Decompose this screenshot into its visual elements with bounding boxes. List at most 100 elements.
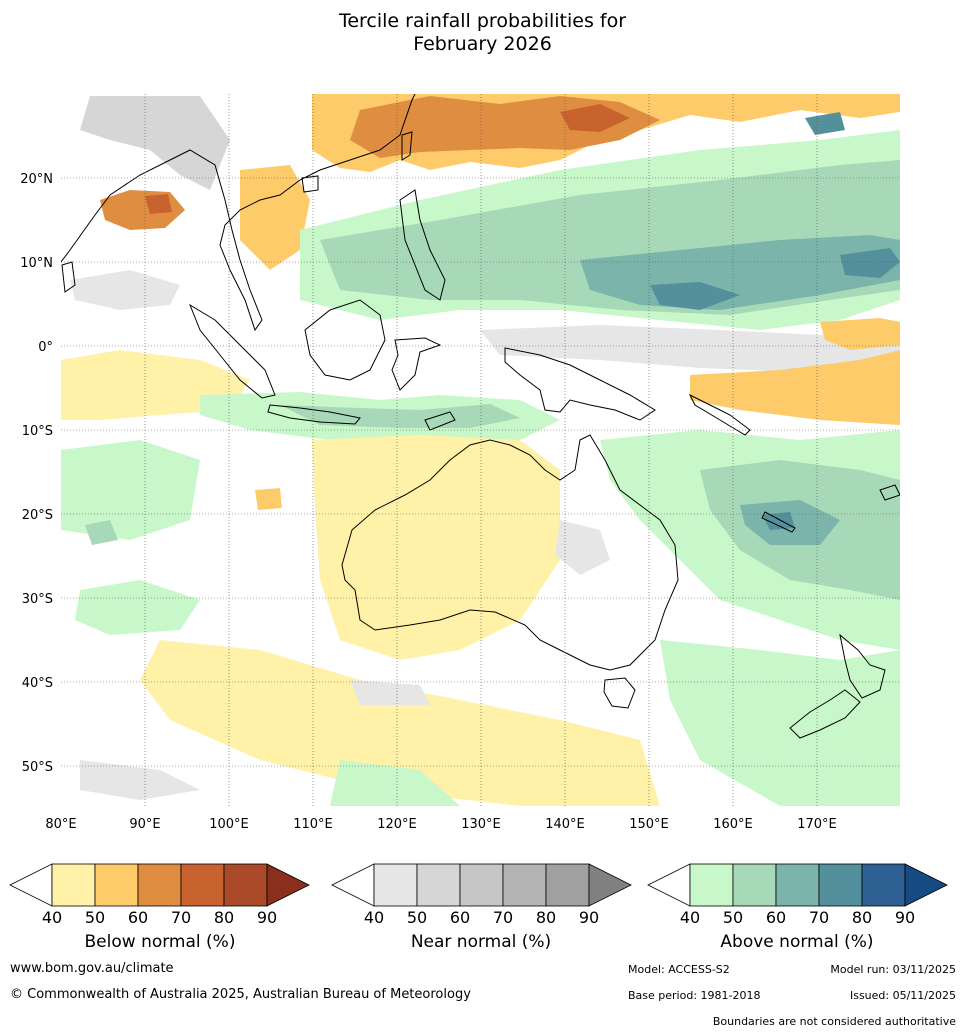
lon-tick-label: 140°E bbox=[545, 817, 585, 832]
near-normal-region-southern-ocean bbox=[350, 680, 430, 705]
below-normal-region-indochina bbox=[240, 165, 310, 270]
colorbar-cell bbox=[180, 863, 225, 907]
above-normal-region-nw-pacific-70 bbox=[650, 282, 740, 310]
colorbar-below-normal: 40 50 60 70 80 90 bbox=[9, 863, 310, 927]
colorbar-tick-label: 40 bbox=[364, 908, 384, 927]
colorbar-legends: 40 50 60 70 80 90 40 50 60 70 80 90 40 50 60 70 80 90 bbox=[9, 863, 948, 927]
footer-copyright: © Commonwealth of Australia 2025, Austra… bbox=[10, 987, 471, 1002]
lon-tick-label: 120°E bbox=[377, 817, 417, 832]
near-normal-region-himalaya bbox=[80, 96, 230, 190]
coastline-hainan bbox=[301, 175, 319, 193]
below-normal-region-australia-60 bbox=[255, 488, 282, 510]
above-normal-region-coral-sea-70 bbox=[762, 512, 795, 530]
colorbar-tick-label: 60 bbox=[450, 908, 470, 927]
colorbar-cell bbox=[545, 863, 590, 907]
footer-model-run: Model run: 03/11/2025 bbox=[830, 963, 956, 976]
above-normal-region-maritime-continent-50 bbox=[280, 404, 520, 428]
above-normal-region-tasman bbox=[660, 640, 900, 806]
lat-tick-label: 20°S bbox=[22, 508, 53, 523]
coastline-taiwan bbox=[401, 131, 413, 161]
colorbar-tick-label: 40 bbox=[42, 908, 62, 927]
above-normal-region-nw-pacific-70c bbox=[805, 112, 845, 135]
lon-tick-label: 90°E bbox=[129, 817, 160, 832]
lat-tick-label: 30°S bbox=[22, 592, 53, 607]
near-normal-region-bay-of-bengal bbox=[70, 270, 180, 310]
below-normal-region-india-strong bbox=[145, 194, 172, 214]
lon-tick-label: 130°E bbox=[461, 817, 501, 832]
coastline-sri-lanka bbox=[61, 261, 76, 293]
coastline-java bbox=[267, 404, 361, 425]
colorbar-tick-label: 40 bbox=[680, 908, 700, 927]
footer-model: Model: ACCESS-S2 bbox=[628, 963, 730, 976]
coastline-philippines bbox=[399, 189, 446, 301]
colorbar-cell bbox=[459, 863, 504, 907]
colorbar-tick-label: 60 bbox=[766, 908, 786, 927]
coastline-sumatra bbox=[188, 303, 276, 399]
legend-title-below-normal: Below normal (%) bbox=[84, 932, 236, 952]
colorbar-extend-high bbox=[266, 863, 310, 907]
lon-tick-label: 110°E bbox=[293, 817, 333, 832]
coastline-new-guinea bbox=[504, 347, 656, 421]
colorbar-extend-low bbox=[9, 863, 53, 907]
colorbar-cell bbox=[775, 863, 820, 907]
coastlines bbox=[61, 94, 900, 739]
coastline-fiji bbox=[879, 484, 900, 501]
legend-title-near-normal: Near normal (%) bbox=[410, 932, 552, 952]
above-normal-region-southern bbox=[330, 760, 460, 806]
colorbar-tick-label: 70 bbox=[171, 908, 191, 927]
colorbar-cell bbox=[137, 863, 182, 907]
colorbar-near-normal: 40 50 60 70 80 90 bbox=[331, 863, 632, 927]
coastline-new-caledonia bbox=[761, 511, 796, 533]
footer-base-period: Base period: 1981-2018 bbox=[628, 989, 761, 1002]
colorbar-tick-label: 60 bbox=[128, 908, 148, 927]
colorbar-tick-label: 50 bbox=[723, 908, 743, 927]
above-normal-region-indian-ocean-west bbox=[61, 440, 200, 540]
above-normal-region-nw-pacific-70b bbox=[840, 248, 900, 278]
coastline-solomons bbox=[688, 393, 751, 436]
colorbar-tick-label: 90 bbox=[895, 908, 915, 927]
latitude-axis: 20°N 10°N 0° 10°S 20°S 30°S 40°S 50°S bbox=[20, 172, 53, 775]
lat-tick-label: 0° bbox=[38, 340, 53, 355]
coastline-sulawesi bbox=[391, 337, 442, 391]
lat-tick-label: 40°S bbox=[22, 676, 53, 691]
coastline-tasmania bbox=[603, 677, 636, 709]
near-normal-region-australia-east bbox=[555, 520, 610, 575]
colorbar-tick-label: 70 bbox=[493, 908, 513, 927]
lon-tick-label: 170°E bbox=[797, 817, 837, 832]
coastline-new-zealand-north bbox=[839, 633, 886, 699]
colorbar-tick-label: 50 bbox=[85, 908, 105, 927]
lat-tick-label: 10°N bbox=[20, 256, 53, 271]
coastline-australia bbox=[341, 434, 679, 671]
colorbar-cell bbox=[373, 863, 418, 907]
graticule bbox=[61, 94, 900, 806]
near-normal-region-equatorial bbox=[480, 325, 900, 372]
coastline-new-zealand-south bbox=[789, 689, 861, 739]
colorbar-tick-label: 90 bbox=[257, 908, 277, 927]
colorbar-extend-high bbox=[588, 863, 632, 907]
lon-tick-label: 80°E bbox=[45, 817, 76, 832]
colorbar-cell bbox=[689, 863, 734, 907]
coastline-timor bbox=[424, 411, 456, 431]
below-normal-region-south-pacific-tropical-2 bbox=[820, 318, 900, 350]
below-normal-region-australia bbox=[312, 435, 560, 660]
colorbar-cell bbox=[818, 863, 863, 907]
above-normal-region-indian-ocean-west-50 bbox=[85, 520, 118, 545]
colorbar-tick-label: 90 bbox=[579, 908, 599, 927]
title-line-2: February 2026 bbox=[413, 33, 552, 55]
colorbar-cell bbox=[51, 863, 96, 907]
colorbar-above-normal: 40 50 60 70 80 90 bbox=[647, 863, 948, 927]
colorbar-tick-label: 80 bbox=[536, 908, 556, 927]
coastline-borneo bbox=[304, 299, 386, 381]
colorbar-cell bbox=[94, 863, 139, 907]
colorbar-tick-label: 70 bbox=[809, 908, 829, 927]
lon-tick-label: 150°E bbox=[629, 817, 669, 832]
longitude-axis: 80°E 90°E 100°E 110°E 120°E 130°E 140°E … bbox=[45, 817, 836, 832]
colorbar-cell bbox=[416, 863, 461, 907]
below-normal-region-north-pacific-strongest bbox=[560, 104, 630, 132]
lat-tick-label: 50°S bbox=[22, 760, 53, 775]
colorbar-tick-label: 80 bbox=[852, 908, 872, 927]
footer-website: www.bom.gov.au/climate bbox=[10, 961, 174, 976]
colorbar-tick-label: 80 bbox=[214, 908, 234, 927]
map-title: Tercile rainfall probabilities for Febru… bbox=[0, 10, 965, 56]
